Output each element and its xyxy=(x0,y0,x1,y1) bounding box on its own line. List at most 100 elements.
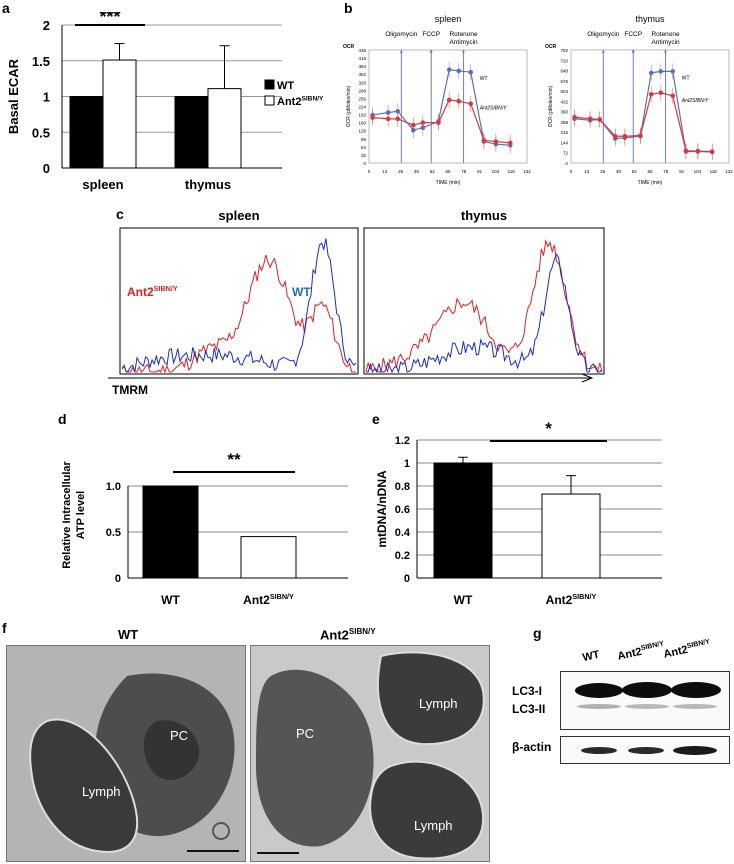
blot-row-label-beta-actin: β-actin xyxy=(512,740,552,754)
ytick-chart-b1-13: 416 xyxy=(358,56,366,61)
series-label-chart-b2-0: WT xyxy=(682,75,690,81)
injection-port-chart-b1-0: A xyxy=(400,49,403,54)
xlabel-chart-b1: TIME (min) xyxy=(436,180,461,186)
xtick-chart-b1-6: 78 xyxy=(461,169,467,174)
xtick-chart-b2-9: 118 xyxy=(710,169,718,174)
hist-c-thymus-wt xyxy=(366,253,603,374)
ytick-chart-d-2: 1.0 xyxy=(106,481,121,493)
point-chart-b1-0-6 xyxy=(446,67,452,72)
chart-d-atp-level: 0 0.5 1.0 WT Ant2SIBN/Y ** Relative Intracellu… xyxy=(61,450,348,607)
xtick-chart-b2-0: 0 xyxy=(570,169,573,174)
ytick-chart-b2-6: 432 xyxy=(560,99,568,104)
point-chart-b2-1-6 xyxy=(648,91,654,97)
micrograph-mutant-label-pc: PC xyxy=(296,726,315,741)
point-chart-b1-1-4 xyxy=(420,120,426,125)
bar-chart-e-0 xyxy=(433,462,493,579)
point-chart-b1-1-0 xyxy=(370,115,375,120)
ytick-chart-b1-6: 192 xyxy=(358,113,366,118)
panel-label-b: b xyxy=(344,0,353,16)
bar-a-thymus-1 xyxy=(207,88,242,169)
legend-label-a-0: WT xyxy=(277,80,294,92)
blot-row-label-lc3-ii: LC3-II xyxy=(512,702,546,716)
xtick-a-1: thymus xyxy=(185,177,231,192)
injection-port-chart-b1-2: C xyxy=(462,49,465,54)
ytick-chart-b2-2: 144 xyxy=(560,140,568,145)
title-c-spleen: spleen xyxy=(218,208,259,223)
xlabel-chart-b2: TIME (min) xyxy=(638,180,663,186)
ytick-chart-b1-11: 352 xyxy=(358,72,366,77)
ytick-chart-b1-8: 256 xyxy=(358,96,366,101)
point-chart-b1-1-11 xyxy=(507,140,513,146)
ytick-chart-e-3: 0.6 xyxy=(395,504,410,516)
panel-f-mutant-title: Ant2SIBN/Y xyxy=(320,627,376,643)
xtick-chart-b1-7: 91 xyxy=(477,169,483,174)
panel-f-wt-title: WT xyxy=(118,627,139,642)
xtick-chart-b2-7: 91 xyxy=(679,169,685,174)
ytick-chart-b1-2: 64 xyxy=(361,145,367,150)
blot-actin-membrane xyxy=(560,736,730,764)
ytick-chart-b1-1: 32 xyxy=(361,153,367,158)
band-actin-lane1 xyxy=(581,747,617,754)
band-lc3ii-lane1 xyxy=(577,704,621,709)
hist-box-c-0 xyxy=(119,227,359,375)
ytick-chart-b2-7: 504 xyxy=(560,89,568,94)
ytick-chart-d-0: 0 xyxy=(115,573,121,585)
xtick-chart-b1-9: 118 xyxy=(508,169,516,174)
axis-unit-chart-b1: OCR xyxy=(343,44,355,50)
micrograph-wt-label-lymph: Lymph xyxy=(82,784,121,799)
ytick-chart-e-0: 0 xyxy=(404,573,410,585)
injection-label2-chart-b2-2: Antimycin xyxy=(651,39,680,46)
ytick-chart-b2-11: 792 xyxy=(560,48,568,53)
sig-stars-chart-e: * xyxy=(545,420,552,438)
xtick-chart-d-1: Ant2SIBN/Y xyxy=(243,592,294,607)
point-chart-b1-1-6 xyxy=(446,97,452,103)
ylabel-d-line2: ATP level xyxy=(75,491,87,540)
ytick-chart-b2-9: 648 xyxy=(560,69,568,74)
band-lc3ii-lane2 xyxy=(625,704,669,709)
ytick-chart-b1-10: 320 xyxy=(358,80,366,85)
point-chart-b2-0-7 xyxy=(658,69,664,74)
series-label-chart-b1-0: WT xyxy=(480,76,488,82)
xtick-chart-b2-10: 132 xyxy=(725,169,733,174)
blot-lane-label-3: Ant2SIBN/Y xyxy=(662,638,711,661)
ytick-a-1: 0.5 xyxy=(32,125,50,140)
xtick-chart-d-0: WT xyxy=(161,593,180,607)
plot-frame-chart-b2 xyxy=(570,49,730,164)
xtick-chart-b1-10: 132 xyxy=(523,169,531,174)
xtick-chart-b2-2: 26 xyxy=(600,169,606,174)
ytick-chart-b1-14: 448 xyxy=(358,48,366,53)
blot-lc3-membrane xyxy=(560,671,730,730)
ylabel-chart-b1: OCR (pMoles/min) xyxy=(346,85,352,127)
title-chart-b1: spleen xyxy=(435,14,462,24)
ytick-chart-b2-10: 720 xyxy=(560,58,568,63)
point-chart-b2-1-5 xyxy=(638,133,643,138)
hist-c-spleen-ant2 xyxy=(121,254,356,374)
injection-label-chart-b2-0: Oligomycin xyxy=(587,31,620,38)
xtick-chart-b2-5: 65 xyxy=(647,169,653,174)
micrograph-mutant-label-lymph-top: Lymph xyxy=(419,696,458,711)
point-chart-b1-1-10 xyxy=(493,139,499,144)
bar-a-spleen-1 xyxy=(102,59,137,169)
ytick-chart-b1-3: 96 xyxy=(361,137,367,142)
axis-unit-chart-b2: OCR xyxy=(545,44,557,50)
xtick-chart-b1-4: 52 xyxy=(430,169,436,174)
band-lc3i-lane3 xyxy=(671,682,721,698)
ylabel-e: mtDNA/nDNA xyxy=(375,470,389,548)
xtick-chart-e-1: Ant2SIBN/Y xyxy=(546,592,597,607)
hist-c-spleen-wt xyxy=(121,238,357,373)
blot-lane-label-1: WT xyxy=(581,648,601,664)
point-chart-b2-1-8 xyxy=(670,93,676,99)
ytick-a-0: 0 xyxy=(43,161,50,176)
ytick-chart-b1-12: 384 xyxy=(358,64,366,69)
xtick-chart-e-0: WT xyxy=(454,593,473,607)
ytick-chart-b2-4: 288 xyxy=(560,120,568,125)
xtick-chart-b2-1: 13 xyxy=(584,169,590,174)
sig-stars-a: *** xyxy=(99,12,120,27)
chart-b-thymus-ocr: thymus OCR -2 72 144 216 288 360 432 504 576 648 720… xyxy=(545,14,733,186)
ytick-a-3: 1.5 xyxy=(32,54,50,69)
ytick-chart-e-2: 0.4 xyxy=(395,527,411,539)
xtick-chart-b2-4: 52 xyxy=(632,169,638,174)
sig-stars-chart-d: ** xyxy=(227,450,241,469)
ytick-chart-b2-5: 360 xyxy=(560,110,568,115)
micrograph-mutant: Lymph PC Lymph xyxy=(250,645,490,862)
